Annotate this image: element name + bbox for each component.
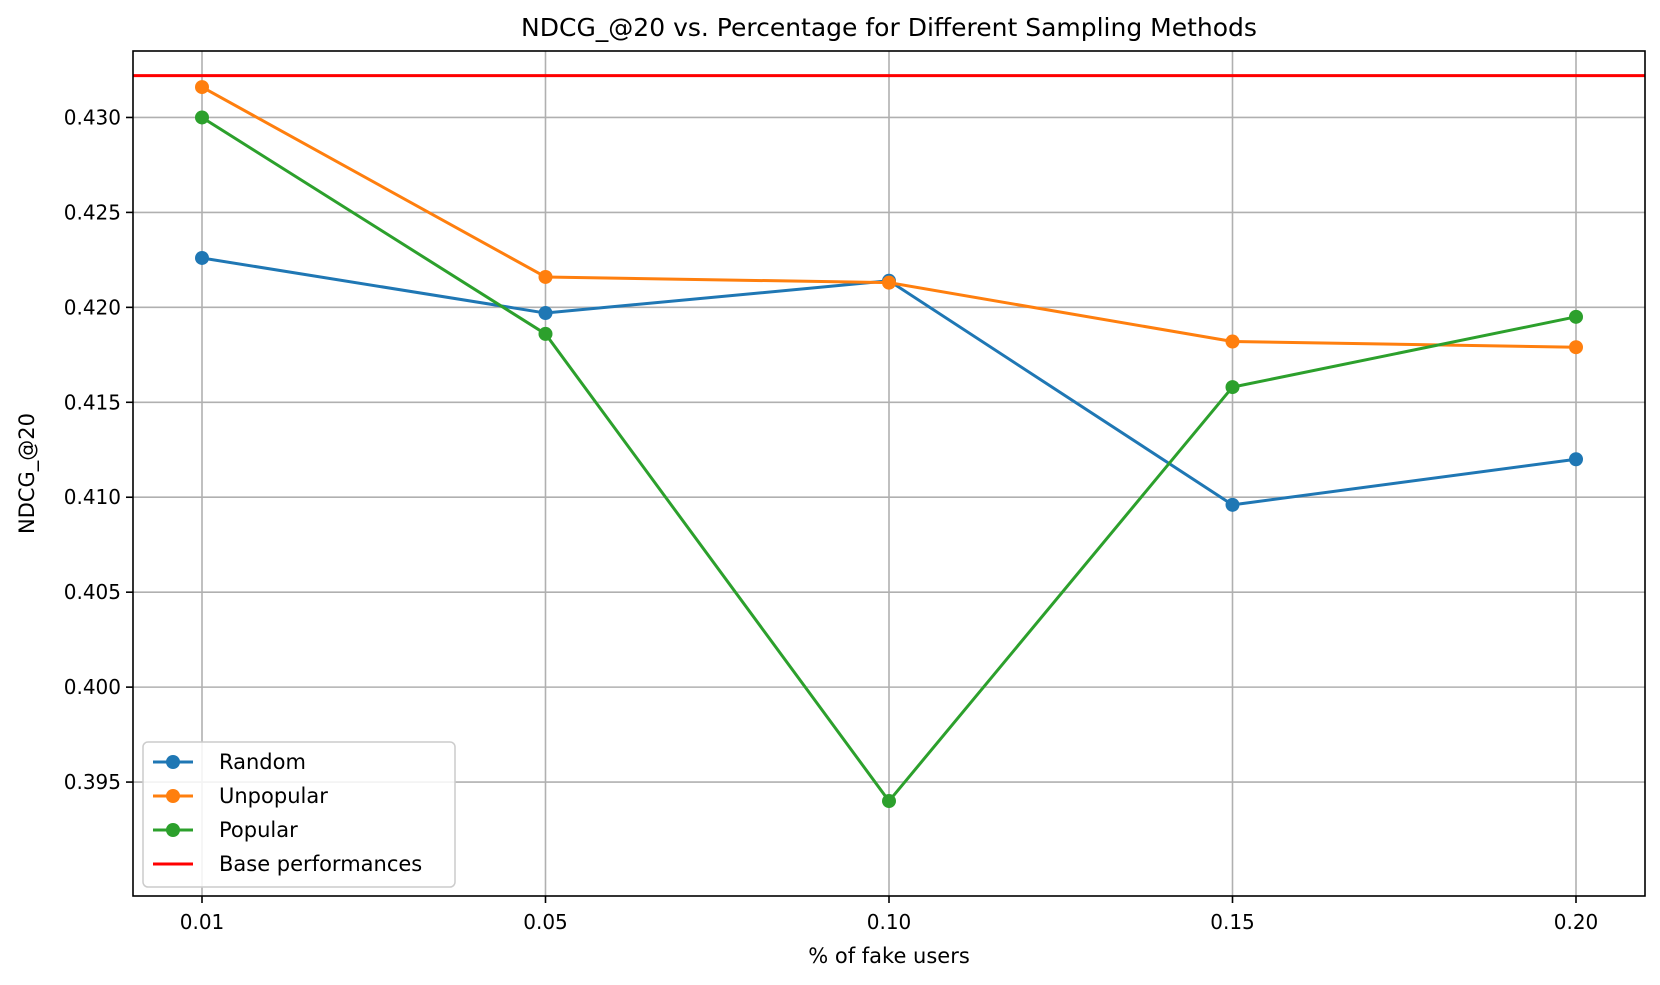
data-point-popular: [882, 794, 896, 809]
legend-label-random: Random: [219, 750, 306, 774]
legend-marker-random: [166, 755, 180, 769]
y-tick-label: 0.410: [64, 485, 121, 509]
x-tick-label: 0.10: [867, 910, 912, 934]
x-tick-label: 0.20: [1554, 910, 1599, 934]
data-point-random: [1569, 452, 1583, 467]
y-tick-label: 0.395: [64, 770, 121, 794]
y-tick-label: 0.430: [64, 105, 121, 129]
y-tick-label: 0.425: [64, 200, 121, 224]
x-tick-label: 0.05: [523, 910, 568, 934]
series-layer: [195, 80, 1583, 809]
chart-title: NDCG_@20 vs. Percentage for Different Sa…: [521, 13, 1257, 42]
data-point-unpopular: [882, 275, 896, 290]
data-point-popular: [195, 110, 209, 125]
data-point-random: [538, 306, 553, 321]
y-tick-label: 0.405: [64, 580, 121, 604]
legend-box: [142, 741, 456, 888]
data-point-random: [1225, 497, 1240, 512]
y-tick-label: 0.420: [64, 295, 121, 319]
legend-marker-unpopular: [166, 789, 180, 803]
x-axis-label: % of fake users: [808, 944, 970, 968]
data-point-unpopular: [538, 269, 553, 284]
y-tick-label: 0.415: [64, 390, 121, 414]
x-tick-label: 0.15: [1210, 910, 1255, 934]
legend: Random Unpopular Popular Base performances: [142, 741, 456, 888]
data-point-unpopular: [195, 80, 209, 95]
data-point-popular: [538, 326, 553, 341]
data-point-unpopular: [1225, 334, 1240, 349]
x-tick-label: 0.01: [180, 910, 225, 934]
y-axis-ticks: 0.395 0.400 0.405 0.410 0.415 0.420 0.425 0.430: [64, 105, 133, 794]
legend-label-popular: Popular: [219, 818, 298, 842]
data-point-random: [195, 250, 209, 265]
legend-label-base-performances: Base performances: [219, 852, 422, 876]
data-point-popular: [1569, 309, 1583, 324]
data-point-unpopular: [1569, 340, 1583, 355]
x-axis-ticks: 0.01 0.05 0.10 0.15 0.20: [180, 896, 1599, 934]
y-tick-label: 0.400: [64, 675, 121, 699]
legend-label-unpopular: Unpopular: [219, 784, 328, 808]
legend-marker-popular: [166, 823, 180, 837]
y-axis-label: NDCG_@20: [15, 413, 40, 534]
data-point-popular: [1225, 380, 1240, 395]
